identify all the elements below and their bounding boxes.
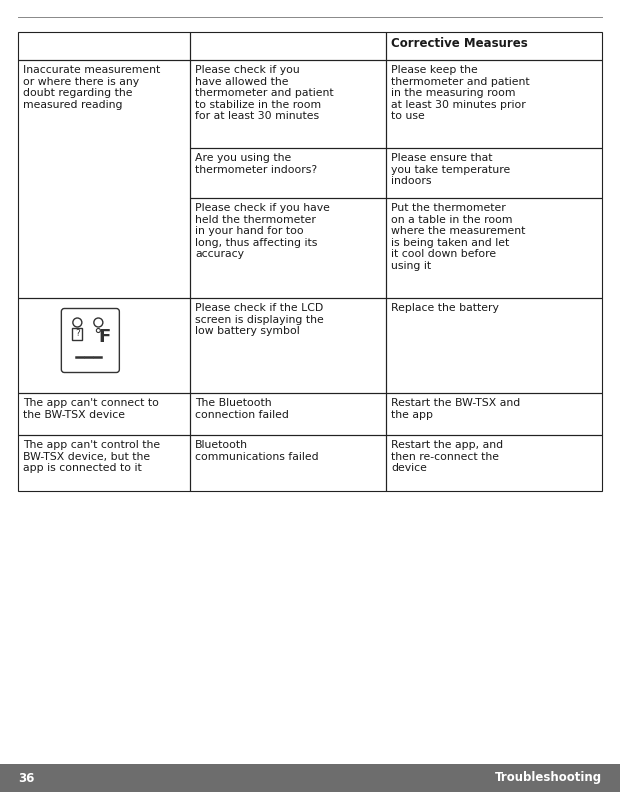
Text: The app can't connect to
the BW-TSX device: The app can't connect to the BW-TSX devi… <box>23 398 159 420</box>
Bar <box>190 60 386 148</box>
Bar <box>386 198 602 298</box>
Bar <box>18 32 190 60</box>
Bar <box>73 328 82 340</box>
Text: Bluetooth
communications failed: Bluetooth communications failed <box>195 440 319 462</box>
Text: The app can't control the
BW-TSX device, but the
app is connected to it: The app can't control the BW-TSX device,… <box>23 440 160 473</box>
Bar <box>190 148 386 198</box>
Text: Replace the battery: Replace the battery <box>391 303 499 313</box>
Bar <box>190 198 386 298</box>
Bar <box>190 32 386 60</box>
FancyBboxPatch shape <box>61 309 120 372</box>
Text: Please ensure that
you take temperature
indoors: Please ensure that you take temperature … <box>391 153 510 186</box>
Text: Troubleshooting: Troubleshooting <box>495 771 602 785</box>
Bar <box>18 393 190 435</box>
Text: 36: 36 <box>18 771 34 785</box>
Bar <box>386 32 602 60</box>
Text: Put the thermometer
on a table in the room
where the measurement
is being taken : Put the thermometer on a table in the ro… <box>391 203 525 271</box>
Bar <box>190 393 386 435</box>
Text: Inaccurate measurement
or where there is any
doubt regarding the
measured readin: Inaccurate measurement or where there is… <box>23 65 160 110</box>
Text: F: F <box>98 328 110 345</box>
Bar <box>386 393 602 435</box>
Bar <box>190 298 386 393</box>
Text: Please keep the
thermometer and patient
in the measuring room
at least 30 minute: Please keep the thermometer and patient … <box>391 65 529 121</box>
Bar <box>190 435 386 491</box>
Bar <box>386 148 602 198</box>
Bar <box>386 60 602 148</box>
Bar <box>386 298 602 393</box>
Text: Please check if you have
held the thermometer
in your hand for too
long, thus af: Please check if you have held the thermo… <box>195 203 330 260</box>
Text: Corrective Measures: Corrective Measures <box>391 37 528 50</box>
Text: ?: ? <box>75 329 80 338</box>
Bar <box>18 60 190 298</box>
Bar <box>18 435 190 491</box>
Bar <box>0 764 620 792</box>
Bar <box>386 435 602 491</box>
Text: The Bluetooth
connection failed: The Bluetooth connection failed <box>195 398 289 420</box>
Text: Are you using the
thermometer indoors?: Are you using the thermometer indoors? <box>195 153 317 174</box>
Bar <box>18 298 190 393</box>
Text: Please check if the LCD
screen is displaying the
low battery symbol: Please check if the LCD screen is displa… <box>195 303 324 336</box>
Text: Please check if you
have allowed the
thermometer and patient
to stabilize in the: Please check if you have allowed the the… <box>195 65 334 121</box>
Text: Restart the BW-TSX and
the app: Restart the BW-TSX and the app <box>391 398 520 420</box>
Text: Restart the app, and
then re-connect the
device: Restart the app, and then re-connect the… <box>391 440 503 473</box>
